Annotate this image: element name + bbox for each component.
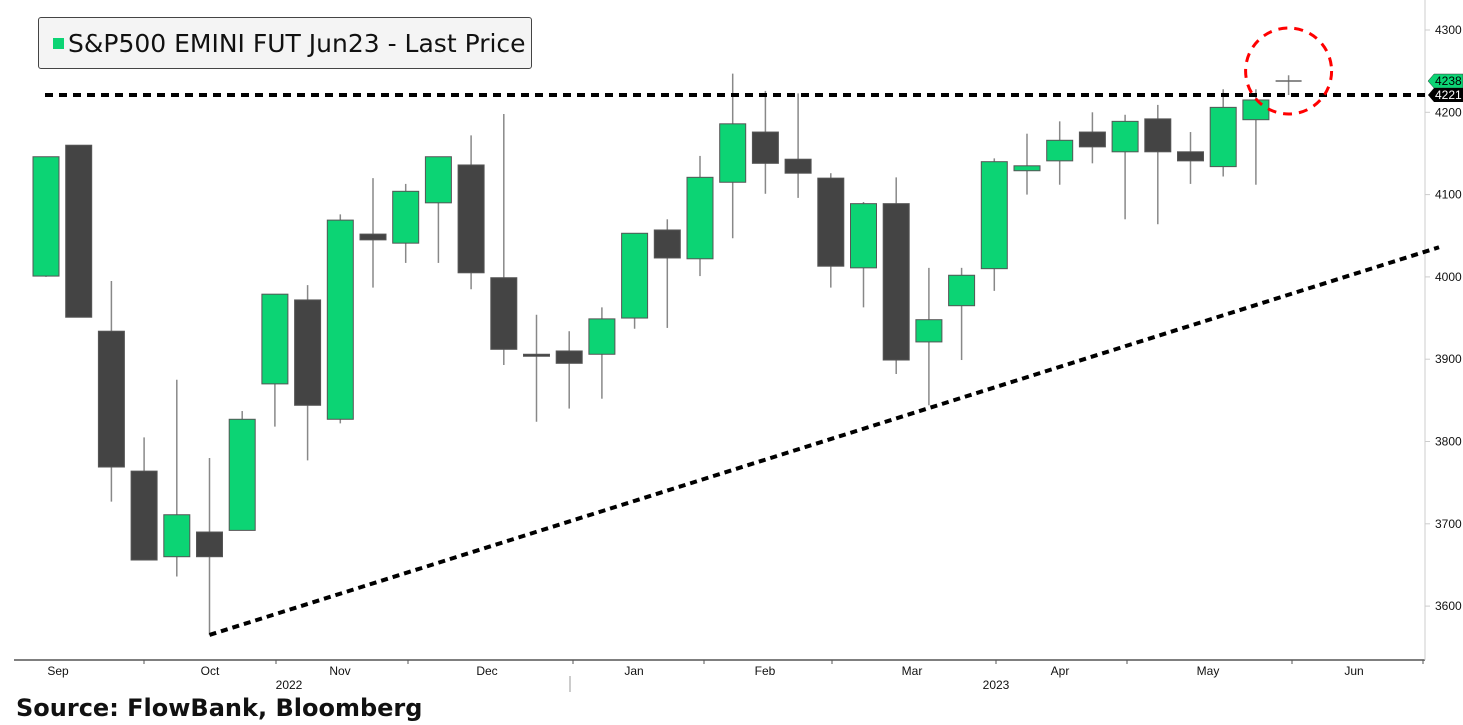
candle-body (784, 158, 812, 174)
price-tag-label: 4238 (1435, 74, 1462, 88)
legend-label: S&P500 EMINI FUT Jun23 - Last Price (68, 28, 526, 58)
candle-body (196, 531, 223, 558)
candle-body (1242, 99, 1270, 121)
candle-body (882, 203, 910, 361)
candle-body (457, 164, 485, 274)
x-tick-label: Feb (755, 664, 776, 678)
x-tick-label: Jan (624, 664, 643, 678)
y-tick-label: 4000 (1435, 270, 1462, 284)
candle-body (163, 514, 191, 558)
candle-body (817, 177, 845, 267)
y-tick-label: 4300 (1435, 23, 1462, 37)
candle-body (392, 190, 420, 244)
legend-swatch (53, 37, 64, 49)
x-year-label: 2022 (276, 678, 303, 692)
candle-body (1144, 118, 1172, 153)
x-tick-label: Jun (1344, 664, 1363, 678)
candle-body (719, 123, 747, 183)
candle-body (523, 353, 550, 357)
candle-body (653, 229, 681, 259)
candle-body (261, 293, 289, 385)
candle-body (850, 203, 877, 269)
y-tick-label: 3600 (1435, 599, 1462, 613)
candle-body (555, 350, 583, 364)
candle-body (686, 176, 714, 260)
candle-body (621, 232, 649, 319)
candle-body (1209, 106, 1237, 168)
candle-body (65, 144, 93, 318)
candle-body (32, 156, 60, 277)
x-tick-label: May (1197, 664, 1220, 678)
candle-body (130, 470, 158, 561)
candle-body (1013, 165, 1041, 172)
candle-body (326, 219, 354, 420)
y-tick-label: 3800 (1435, 435, 1462, 449)
candle-body (1046, 139, 1074, 162)
support-trendline (208, 245, 1440, 637)
candle-body (915, 319, 943, 343)
legend: S&P500 EMINI FUT Jun23 - Last Price (38, 17, 532, 69)
source-note: Source: FlowBank, Bloomberg (16, 694, 423, 722)
candle-body (1078, 131, 1106, 148)
candle-body (424, 156, 452, 204)
x-tick-label: Oct (201, 664, 220, 678)
candle-body (588, 318, 616, 355)
candle-body (294, 299, 322, 406)
candle-body (948, 274, 976, 307)
x-tick-label: Nov (329, 664, 350, 678)
candle-body (1111, 120, 1139, 153)
x-tick-label: Sep (47, 664, 69, 678)
candle-body (980, 161, 1008, 270)
highlight-circle (1244, 26, 1334, 116)
candle-body (97, 330, 125, 468)
x-year-label: 2023 (983, 678, 1010, 692)
y-tick-label: 4100 (1435, 188, 1462, 202)
candle-body (751, 131, 779, 164)
price-tag (1428, 88, 1463, 103)
candle-body (1177, 151, 1204, 162)
price-tag (1427, 73, 1463, 89)
y-tick-label: 3700 (1435, 517, 1462, 531)
candle-body (228, 418, 256, 531)
price-tag-label: 4221 (1435, 88, 1462, 102)
x-tick-label: Mar (902, 664, 923, 678)
candle-body (490, 277, 518, 350)
x-tick-label: Apr (1051, 664, 1070, 678)
candle-body (359, 233, 387, 241)
y-tick-label: 3900 (1435, 352, 1462, 366)
y-tick-label: 4200 (1435, 105, 1462, 119)
x-tick-label: Dec (476, 664, 497, 678)
